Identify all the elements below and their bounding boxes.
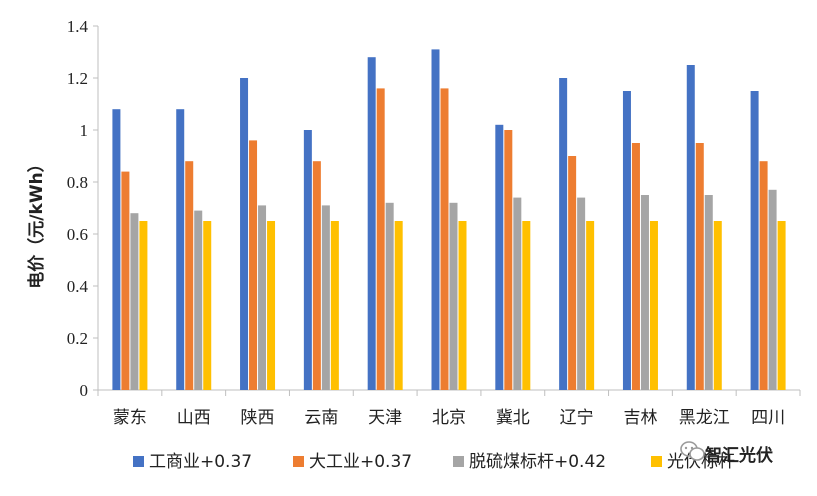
bar-天津-series-3: [385, 202, 394, 390]
bar-蒙东-series-2: [121, 171, 130, 390]
x-axis-labels: 蒙东 山西 陕西 云南 天津 北京 冀北 辽宁 吉林 黑龙江 四川: [113, 408, 785, 428]
x-category-label: 黑龙江: [679, 408, 730, 428]
y-axis-title: 电价（元/kWh）: [26, 155, 47, 288]
bar-山西-series-4: [203, 221, 212, 390]
bar-黑龙江-series-1: [686, 65, 695, 390]
y-tick-label: 0.8: [67, 173, 88, 192]
legend: 工商业+0.37 大工业+0.37 脱硫煤标杆+0.42 光伏标杆: [133, 452, 735, 472]
x-category-label: 天津: [368, 408, 402, 428]
wechat-icon: [680, 441, 705, 461]
bar-吉林-series-2: [631, 143, 640, 390]
legend-swatch-1: [133, 456, 144, 467]
bar-辽宁-series-4: [586, 221, 595, 390]
y-tick-label: 0.6: [67, 225, 88, 244]
legend-label-4: 光伏标杆: [667, 452, 735, 472]
x-category-label: 辽宁: [560, 408, 594, 428]
x-category-label: 蒙东: [113, 408, 147, 428]
y-tick-label: 0: [80, 381, 89, 400]
legend-label-2: 大工业+0.37: [309, 452, 412, 472]
x-axis: [97, 389, 801, 396]
bar-山西-series-3: [194, 210, 203, 390]
bar-吉林-series-1: [622, 91, 631, 390]
legend-swatch-3: [453, 456, 464, 467]
bar-辽宁-series-3: [577, 197, 586, 390]
bar-陕西-series-3: [258, 205, 267, 390]
bar-蒙东-series-4: [139, 221, 148, 390]
x-category-label: 四川: [751, 408, 785, 428]
bar-北京-series-3: [449, 202, 458, 390]
bar-吉林-series-3: [640, 195, 649, 390]
y-tick-label: 1.2: [67, 69, 88, 88]
bar-辽宁-series-2: [568, 156, 577, 390]
bar-北京-series-2: [440, 88, 449, 391]
bars: [112, 49, 786, 391]
bar-蒙东-series-3: [130, 213, 139, 390]
watermark: 智汇光伏: [680, 441, 773, 466]
legend-label-3: 脱硫煤标杆+0.42: [469, 452, 606, 472]
bar-四川-series-1: [750, 91, 759, 390]
y-axis-ticks: 0 0.2 0.4 0.6 0.8 1 1.2 1.4: [67, 17, 98, 400]
bar-四川-series-2: [759, 161, 768, 390]
x-category-label: 冀北: [496, 408, 530, 428]
y-tick-label: 1: [80, 121, 89, 140]
bar-北京-series-4: [458, 221, 467, 390]
bar-黑龙江-series-2: [695, 143, 704, 390]
bar-冀北-series-3: [513, 197, 522, 390]
bar-云南-series-2: [312, 161, 321, 390]
bar-冀北-series-4: [522, 221, 531, 390]
bar-山西-series-1: [176, 109, 185, 390]
bar-黑龙江-series-3: [704, 195, 713, 390]
y-tick-label: 1.4: [67, 17, 89, 36]
legend-swatch-2: [293, 456, 304, 467]
bar-天津-series-1: [367, 57, 376, 390]
x-category-label: 吉林: [623, 408, 657, 428]
x-category-label: 云南: [304, 408, 338, 428]
y-tick-label: 0.4: [67, 277, 89, 296]
bar-天津-series-2: [376, 88, 385, 391]
bar-四川-series-4: [777, 221, 786, 390]
watermark-text: 智汇光伏: [705, 445, 773, 466]
x-category-label: 北京: [432, 408, 466, 428]
bar-山西-series-2: [185, 161, 194, 390]
bar-陕西-series-4: [267, 221, 276, 390]
bar-冀北-series-2: [504, 130, 513, 390]
bar-吉林-series-4: [649, 221, 658, 390]
bar-云南-series-1: [303, 130, 312, 390]
bar-冀北-series-1: [495, 124, 504, 391]
bar-四川-series-3: [768, 189, 777, 390]
bar-天津-series-4: [394, 221, 403, 390]
legend-label-1: 工商业+0.37: [149, 452, 252, 472]
legend-swatch-4: [651, 456, 662, 467]
x-category-label: 山西: [177, 408, 211, 428]
bar-辽宁-series-1: [559, 78, 568, 390]
bar-陕西-series-1: [240, 78, 249, 390]
bar-黑龙江-series-4: [713, 221, 722, 390]
bar-云南-series-4: [330, 221, 339, 390]
bar-陕西-series-2: [249, 140, 258, 390]
y-tick-label: 0.2: [67, 329, 88, 348]
bar-蒙东-series-1: [112, 109, 121, 390]
x-category-label: 陕西: [241, 408, 275, 428]
bar-云南-series-3: [321, 205, 330, 390]
bar-北京-series-1: [431, 49, 440, 391]
